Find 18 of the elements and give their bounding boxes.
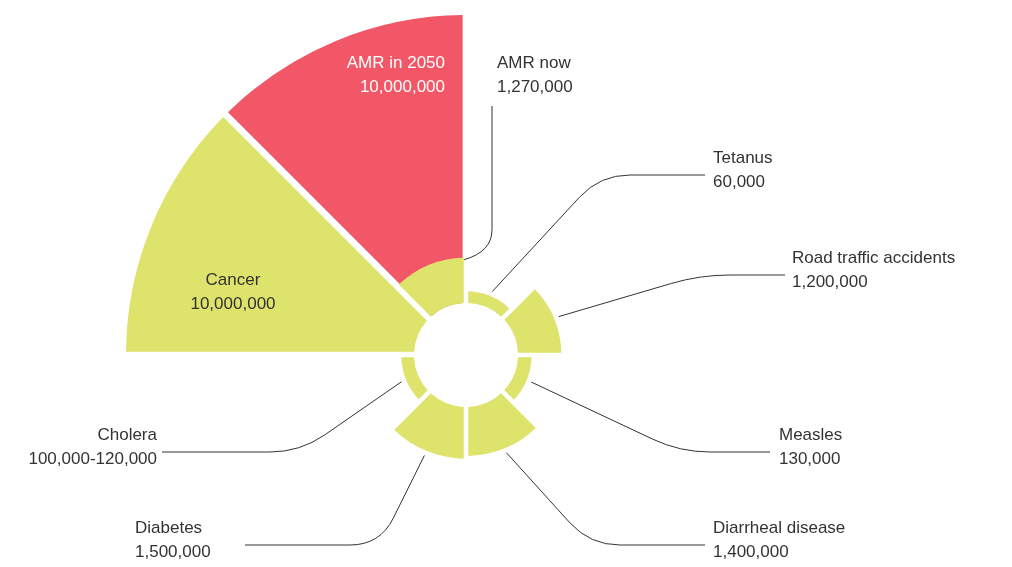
- data-label: 60,000: [713, 172, 765, 191]
- data-label: 10,000,000: [190, 294, 276, 313]
- category-label: Road traffic accidents: [792, 248, 956, 267]
- data-label: 10,000,000: [359, 77, 445, 96]
- category-label: Diarrheal disease: [713, 518, 846, 537]
- category-label: Tetanus: [713, 148, 773, 167]
- category-label: Cholera: [97, 425, 158, 444]
- data-label: 1,500,000: [135, 542, 211, 561]
- data-label: 1,200,000: [792, 272, 868, 291]
- category-label: Measles: [779, 425, 843, 444]
- category-label: Cancer: [205, 270, 261, 289]
- category-label: Diabetes: [135, 518, 203, 537]
- data-label: 1,270,000: [497, 77, 573, 96]
- data-label: 130,000: [779, 449, 841, 468]
- data-label: 100,000-120,000: [28, 449, 157, 468]
- series-label: AMR in 2050: [346, 53, 445, 72]
- data-label: 1,400,000: [713, 542, 789, 561]
- category-label: AMR now: [497, 53, 572, 72]
